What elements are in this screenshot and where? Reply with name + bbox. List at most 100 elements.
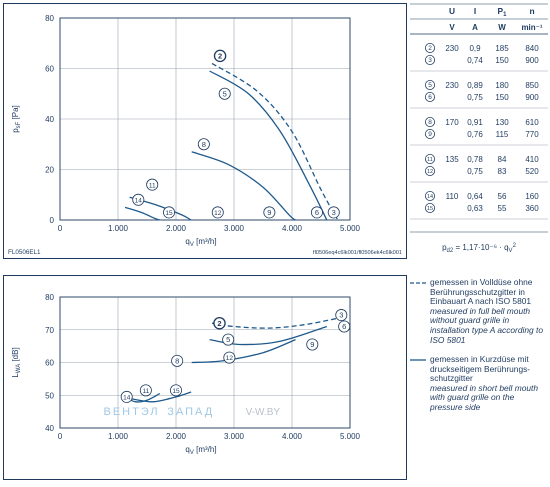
curve-marker-label: 6 [342, 322, 346, 331]
x-tick-label: 4.000 [282, 432, 303, 441]
row-id-circle [424, 190, 435, 201]
row-id: 9 [428, 131, 432, 138]
legend-dashed: gemessen in Volldüse ohne Berührungsschu… [410, 277, 548, 345]
plot-frame [59, 17, 351, 221]
curve-marker-11 [139, 384, 152, 397]
table-header-symbol: n [529, 6, 534, 16]
table-cell: 850 [525, 81, 539, 90]
curve-marker-9 [263, 206, 276, 219]
table-cell: 83 [498, 167, 507, 176]
table-cell: 135 [445, 155, 459, 164]
curve-marker-14 [132, 193, 145, 206]
table-cell: 0,75 [467, 93, 483, 102]
watermark-mid: ЗАПАД [167, 406, 214, 418]
y-tick-label: 60 [45, 359, 54, 368]
table-cell: 0,76 [467, 130, 483, 139]
x-tick-label: 1.000 [108, 432, 129, 441]
sound-chart: 0 1.000 2.000 3.000 4.000 5.000 40 50 60 70 80 qV [… [11, 293, 361, 456]
curve-marker-15 [163, 206, 176, 219]
table-cell: 770 [525, 130, 539, 139]
x-axis-label: qV [m³/h] [185, 445, 216, 456]
row-id: 5 [428, 82, 432, 89]
footer-code-left: FL0506EL1 [8, 249, 41, 256]
table-header-symbol: P1 [498, 6, 508, 18]
plot-frame [59, 296, 351, 429]
row-id: 11 [427, 157, 433, 163]
pressure-chart-panel: 0 1.000 2.000 3.000 4.000 5.000 0 20 40 60 80 qV [m… [3, 3, 407, 259]
table-cell: 360 [525, 204, 539, 213]
curve-marker-label: 2 [217, 319, 221, 328]
table-cell: 160 [525, 192, 539, 201]
curve-marker-label: 5 [226, 335, 230, 344]
curve-2 [211, 317, 338, 329]
table-cell: 0,64 [467, 192, 483, 201]
row-id: 12 [427, 169, 433, 175]
table-cell: 170 [445, 118, 459, 127]
legend: gemessen in Volldüse ohne Berührungsschu… [410, 275, 548, 480]
curve-marker-label: 5 [223, 89, 227, 98]
table-cell: 84 [498, 155, 507, 164]
curve-marker-11 [146, 178, 159, 191]
curve-marker-label: 8 [202, 140, 206, 149]
x-tick-label: 1.000 [108, 224, 129, 233]
table-cell: 130 [495, 118, 509, 127]
row-id-circle [424, 165, 435, 176]
table-cell: 180 [495, 81, 509, 90]
table-cell: 0,91 [467, 118, 483, 127]
legend-solid: gemessen in Kurzdüse mit druckseitigem B… [410, 354, 548, 413]
row-id: 14 [427, 194, 433, 200]
curve-marker-label: 12 [214, 210, 222, 217]
curve-marker-6 [310, 206, 323, 219]
curve-11 [129, 391, 192, 403]
row-id-circle [424, 117, 435, 128]
sound-chart-panel: 0 1.000 2.000 3.000 4.000 5.000 40 50 60 70 80 qV [… [3, 275, 407, 480]
curve-marker-label: 15 [165, 210, 173, 217]
row-id-circle [424, 153, 435, 164]
table-cell: 0,89 [467, 81, 483, 90]
curve-marker-label: 14 [123, 394, 131, 401]
table-header-unit: V [449, 23, 455, 32]
table-cell: 55 [498, 204, 507, 213]
y-tick-label: 20 [45, 166, 54, 175]
curve-8 [191, 338, 296, 364]
legend-solid-de: gemessen in Kurzdüse mit druckseitigem B… [430, 354, 531, 384]
y-tick-label: 60 [45, 65, 54, 74]
curve-5 [209, 70, 328, 221]
x-tick-label: 3.000 [224, 432, 245, 441]
x-tick-label: 0 [58, 432, 63, 441]
x-tick-label: 2.000 [166, 432, 187, 441]
row-id: 6 [428, 94, 432, 101]
row-id: 3 [428, 57, 432, 64]
y-tick-label: 50 [45, 391, 54, 400]
curve-marker-8 [171, 354, 184, 367]
row-id-circle [424, 129, 435, 140]
curve-marker-9 [306, 338, 319, 351]
curve-marker-12 [211, 206, 224, 219]
curve-marker-8 [197, 138, 210, 151]
table-cell: 900 [525, 93, 539, 102]
y-tick-label: 0 [50, 216, 55, 225]
solid-line-swatch [410, 359, 426, 361]
x-tick-label: 3.000 [224, 224, 245, 233]
table-cell: 0,9 [469, 44, 481, 53]
curve-marker-label: 6 [315, 208, 319, 217]
table-cell: 520 [525, 167, 539, 176]
curve-marker-label: 11 [142, 388, 149, 395]
row-id: 15 [427, 206, 433, 212]
watermark-right: V-W.BY [246, 407, 281, 418]
curve-marker-label: 8 [175, 356, 179, 365]
row-id: 2 [428, 45, 432, 52]
legend-solid-en: measured in short bell mouth with guard … [430, 382, 538, 412]
y-tick-label: 40 [45, 115, 54, 124]
y-tick-label: 70 [45, 326, 54, 335]
table-header-unit: A [472, 23, 478, 32]
legend-dashed-de: gemessen in Volldüse ohne Berührungsschu… [430, 277, 533, 307]
y-tick-label: 40 [45, 424, 54, 433]
x-tick-label: 2.000 [166, 224, 187, 233]
row-id: 8 [428, 119, 432, 126]
dashed-line-swatch [410, 282, 426, 284]
table-cell: 900 [525, 56, 539, 65]
curve-marker-6 [338, 320, 351, 333]
curve-marker-label: 3 [339, 311, 343, 320]
row-id-circle [424, 92, 435, 103]
